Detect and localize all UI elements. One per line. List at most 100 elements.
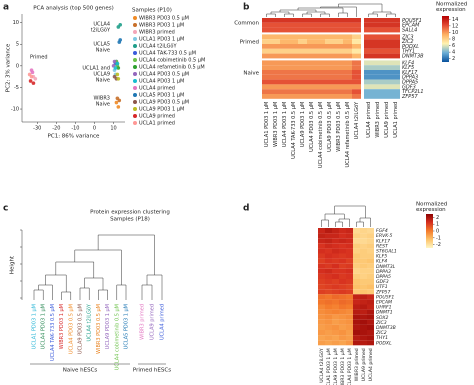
heatmap-cell [316, 94, 325, 99]
heatmap-cell [289, 48, 298, 54]
heatmap-cell [367, 340, 374, 346]
row-label: POU5F1 [376, 294, 394, 300]
leaf-label: UCLA9 PD03 0.5 μM [78, 304, 84, 354]
heatmap-cell [271, 74, 280, 80]
heatmap-cell [353, 243, 360, 249]
heatmap-cell [339, 279, 346, 285]
row-label: ZIC3 [375, 320, 387, 326]
row-label: ZFP57 [375, 289, 390, 295]
heatmap-cell [271, 84, 280, 90]
heatmap-cell [332, 324, 339, 330]
heatmap-cell [339, 238, 346, 244]
heatmap-cell [325, 279, 332, 285]
heatmap-cell [325, 53, 334, 59]
heatmap-cell [307, 94, 316, 99]
heatmap-cell [271, 18, 280, 23]
heatmap-cell [316, 39, 325, 44]
heatmap-cell [271, 60, 280, 66]
heatmap-cell [262, 48, 271, 54]
heatmap-cell [360, 258, 367, 264]
heatmap-cell [367, 248, 374, 254]
heatmap-cell [307, 34, 316, 40]
heatmap-cell [280, 34, 289, 40]
heatmap-cell [373, 70, 382, 75]
legend-label: UCLA9 PD03 1 μM [139, 107, 184, 113]
heatmap-cell [353, 228, 360, 234]
colorbar-tick-label: 4 [452, 50, 455, 56]
heatmap-cell [307, 22, 316, 28]
heatmap-cell [339, 268, 346, 274]
heatmap-cell [360, 309, 367, 315]
heatmap-cell [280, 84, 289, 90]
heatmap-cell [318, 304, 325, 310]
heatmap-cell [364, 94, 373, 99]
heatmap-cell [271, 27, 280, 33]
legend-swatch [133, 51, 137, 55]
x-tick-label: -10 [71, 126, 79, 132]
legend-label: UCLA9 PD03 0.5 μM [139, 100, 189, 106]
colorbar-tick-label: 1 [436, 222, 439, 228]
heatmap-cell [367, 279, 374, 285]
heatmap-cell [373, 89, 382, 94]
heatmap-cell [346, 304, 353, 310]
heatmap-cell [325, 27, 334, 33]
heatmap-cell [382, 79, 391, 85]
heatmap-cell [367, 284, 374, 290]
heatmap-cell [367, 294, 374, 300]
heatmap-cell [325, 94, 334, 99]
heatmap-cell [339, 299, 346, 305]
heatmap-cell [360, 340, 367, 346]
heatmap-cell [318, 289, 325, 295]
x-tick-label: -30 [33, 126, 41, 132]
heatmap-cell [271, 39, 280, 44]
heatmap-cell [325, 233, 332, 239]
heatmap-cell [262, 89, 271, 94]
heatmap-cell [307, 44, 316, 49]
y-tick-label: 10 [13, 20, 19, 26]
annotation: UCLA1 and [82, 66, 110, 72]
heatmap-cell [318, 284, 325, 290]
legend-swatch [133, 86, 137, 90]
dendrogram-branch [45, 274, 67, 292]
x-tick-label: 0 [93, 126, 96, 132]
heatmap-cell [298, 53, 307, 59]
colorbar-title: expression [416, 207, 446, 213]
heatmap-cell [307, 53, 316, 59]
heatmap-cell [391, 60, 400, 66]
point [114, 100, 119, 105]
legend-swatch [133, 16, 137, 20]
heatmap-cell [271, 34, 280, 40]
heatmap-cell [325, 243, 332, 249]
heatmap-cell [325, 314, 332, 320]
heatmap-cell [360, 289, 367, 295]
heatmap-cell [360, 335, 367, 341]
heatmap-cell [391, 79, 400, 85]
heatmap-cell [382, 18, 391, 23]
heatmap-cell [334, 70, 343, 75]
annotation: UCLA9 [93, 72, 110, 78]
legend-label: UCLA4 cobimetinib 0.5 μM [139, 58, 205, 64]
heatmap-cell [346, 289, 353, 295]
heatmap-cell [364, 34, 373, 40]
heatmap-cell [353, 238, 360, 244]
heatmap-cell [364, 70, 373, 75]
heatmap-cell [346, 299, 353, 305]
heatmap-cell [353, 335, 360, 341]
heatmap-cell [316, 18, 325, 23]
legend-label: UCLA4 refametinib 0.5 μM [139, 65, 205, 71]
heatmap-cell [325, 39, 334, 44]
heatmap-cell [280, 65, 289, 70]
leaf-label: UCLA4 PD03 0.5 μM [68, 304, 74, 354]
legend-label: WIBR3 PD03 0.5 μM [139, 16, 189, 22]
row-label: DNMT3B [376, 325, 396, 331]
heatmap-cell [339, 258, 346, 264]
heatmap-cell [391, 27, 400, 33]
column-dendrogram [335, 221, 343, 227]
heatmap-cell [346, 309, 353, 315]
heatmap-cell [332, 279, 339, 285]
heatmap-cell [352, 34, 361, 40]
heatmap-cell [339, 330, 346, 336]
heatmap-cell [334, 18, 343, 23]
leaf-label: UCLA9 primed [150, 304, 156, 340]
